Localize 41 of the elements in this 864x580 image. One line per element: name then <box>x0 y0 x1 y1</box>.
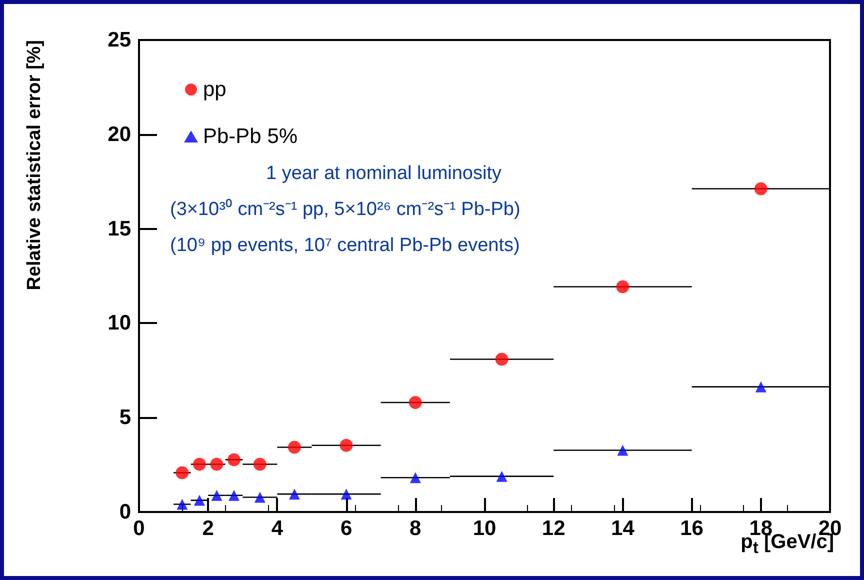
point <box>495 352 508 366</box>
point <box>253 458 266 471</box>
y-tick-label: 0 <box>119 500 131 524</box>
y-tick-label: 25 <box>108 28 132 52</box>
x-tick-label: 4 <box>271 517 284 540</box>
point <box>192 458 206 471</box>
y-tick-label: 20 <box>108 122 131 146</box>
point <box>754 182 768 196</box>
y-tick-label: 5 <box>119 406 132 430</box>
annotation: 1 year at nominal luminosity <box>266 163 502 184</box>
point <box>288 440 301 454</box>
point <box>228 453 241 466</box>
y-tick-label: 10 <box>108 312 131 335</box>
point <box>617 444 628 456</box>
point <box>194 494 205 506</box>
x-tick-label: 12 <box>542 517 566 540</box>
point <box>288 488 300 500</box>
x-tick-label: 6 <box>340 517 352 540</box>
legend-label: pp <box>203 78 226 101</box>
point <box>340 438 353 452</box>
point <box>340 488 352 500</box>
point <box>408 396 422 409</box>
point <box>254 492 266 503</box>
x-tick-label: 2 <box>202 517 214 540</box>
point <box>755 381 766 392</box>
point <box>410 472 421 484</box>
x-tick-label: 16 <box>680 517 704 540</box>
point <box>616 280 630 294</box>
point <box>176 466 189 480</box>
annotation: (3×10³⁰ cm⁻²s⁻¹ pp, 5×10²⁶ cm⁻²s⁻¹ Pb-Pb) <box>170 198 520 220</box>
point <box>176 498 188 510</box>
x-tick-label: 14 <box>611 517 635 540</box>
legend-label: Pb-Pb 5% <box>203 125 298 148</box>
point <box>496 470 508 482</box>
x-tick-label: 10 <box>472 517 496 540</box>
point <box>228 490 240 501</box>
y-tick-label: 15 <box>108 217 132 240</box>
x-tick-label: 8 <box>410 517 422 540</box>
point <box>211 490 222 501</box>
annotation: (10⁹ pp events, 10⁷ central Pb-Pb events) <box>170 235 520 256</box>
y-axis-title: Relative statistical error [%] <box>24 40 45 290</box>
